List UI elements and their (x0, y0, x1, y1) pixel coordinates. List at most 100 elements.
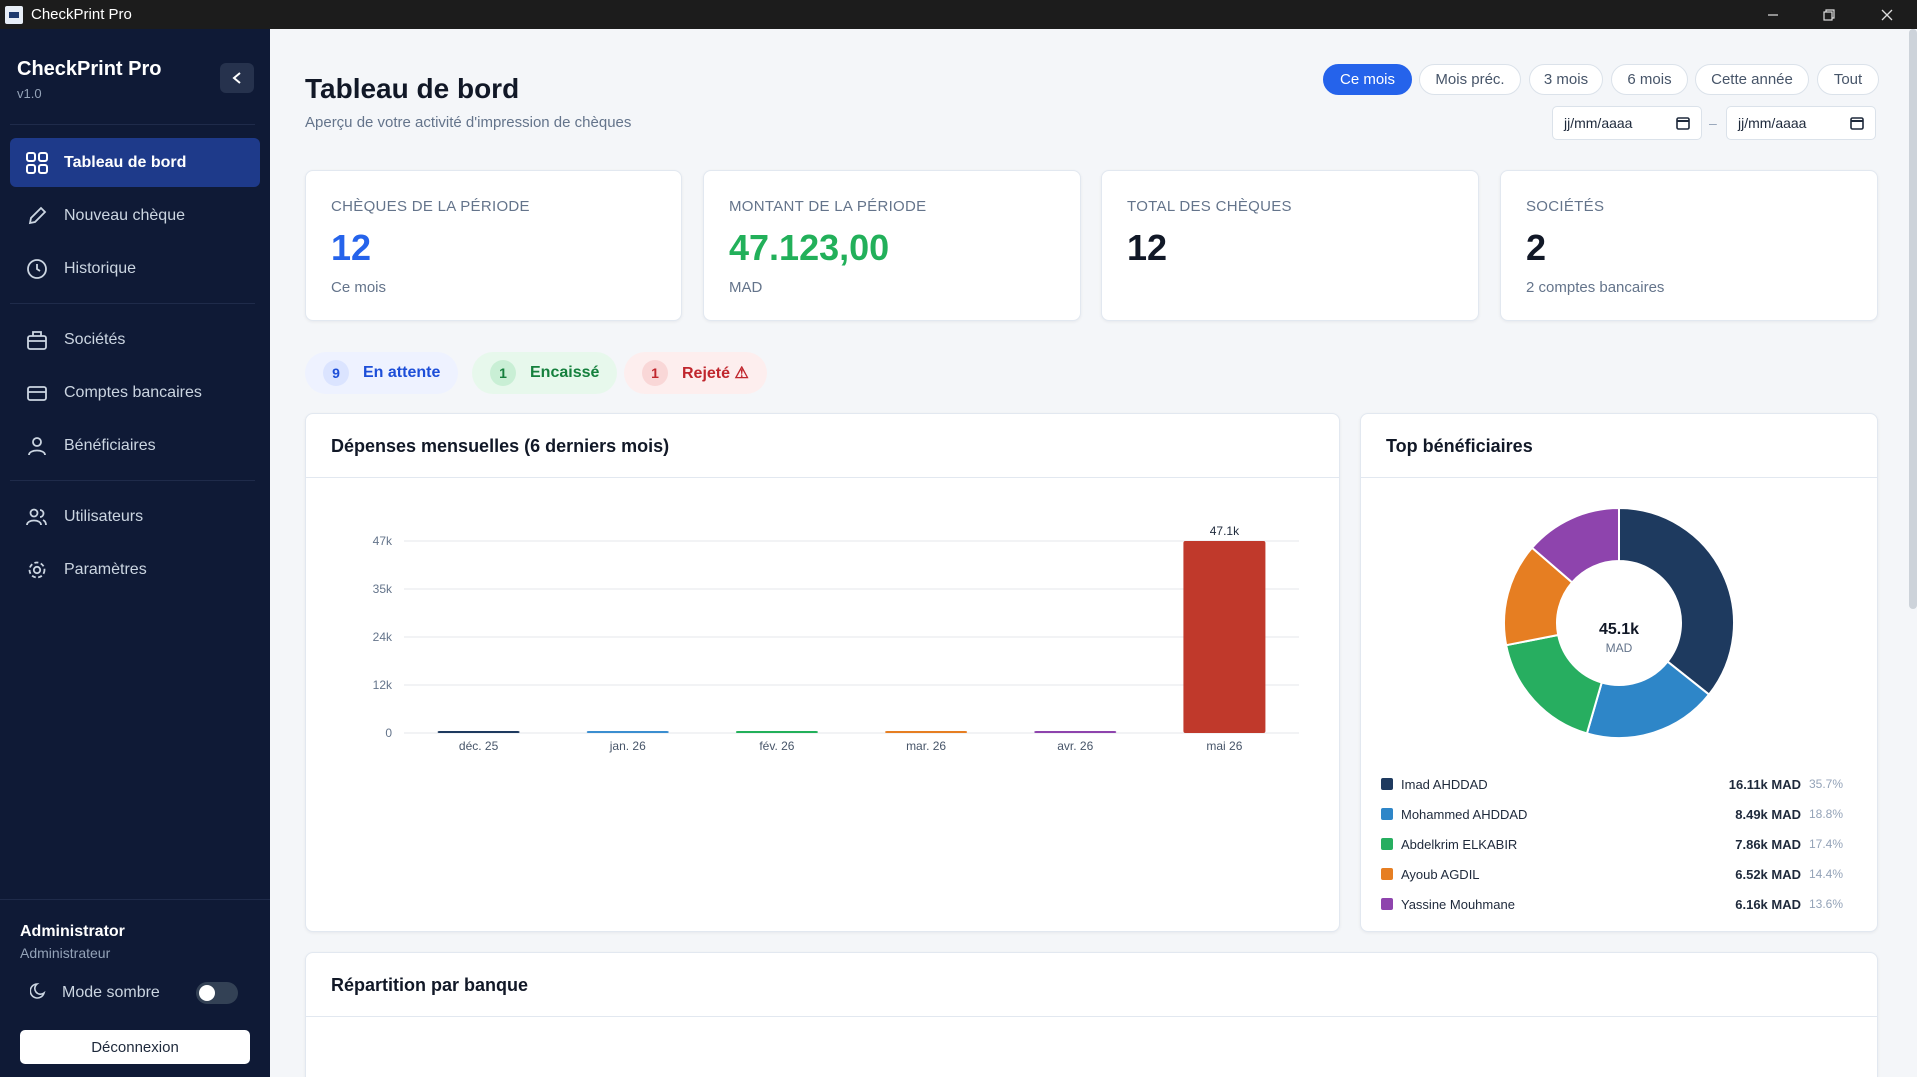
monthly-bar-chart: 0 12k 24k 35k 47k déc. 25 jan. 26 fév. 26 mar. 2… (373, 524, 1299, 753)
bank-split-card: Répartition par banque (305, 952, 1878, 1077)
minimize-button[interactable] (1745, 0, 1801, 29)
legend-name: Mohammed AHDDAD (1401, 806, 1528, 822)
card-header: Répartition par banque (306, 953, 1877, 1017)
date-from-input[interactable]: jj/mm/aaaa (1552, 106, 1702, 140)
legend-percent: 35.7% (1808, 777, 1843, 791)
period-all[interactable]: Tout (1817, 64, 1879, 95)
stat-label: MONTANT DE LA PÉRIODE (729, 198, 927, 215)
bar (885, 731, 968, 733)
sidebar-item-settings[interactable]: Paramètres (10, 545, 260, 594)
legend-amount: 6.52k MAD (1735, 866, 1801, 882)
sidebar-divider (10, 303, 255, 304)
sidebar-item-new-check[interactable]: Nouveau chèque (10, 191, 260, 240)
legend-item: Yassine Mouhmane 6.16k MAD 13.6% (1381, 894, 1861, 914)
sidebar-item-label: Comptes bancaires (64, 383, 202, 401)
main-scrollbar[interactable] (1909, 29, 1917, 609)
period-previous-month[interactable]: Mois préc. (1419, 64, 1521, 95)
legend-amount: 8.49k MAD (1735, 806, 1801, 822)
y-tick-label: 12k (373, 678, 393, 692)
legend-item: Imad AHDDAD 16.11k MAD 35.7% (1381, 774, 1861, 794)
sidebar-divider (0, 899, 270, 900)
y-tick-label: 35k (373, 582, 393, 596)
status-pending[interactable]: 9 En attente (305, 352, 459, 394)
legend-amount: 7.86k MAD (1735, 836, 1801, 852)
legend-swatch (1381, 808, 1393, 820)
date-from-placeholder: jj/mm/aaaa (1564, 115, 1633, 131)
status-rejected[interactable]: 1 Rejeté ⚠ (624, 352, 767, 394)
user-name: Administrator (20, 923, 125, 940)
period-this-month[interactable]: Ce mois (1323, 64, 1412, 95)
card-header: Top bénéficiaires (1361, 414, 1877, 478)
date-to-input[interactable]: jj/mm/aaaa (1726, 106, 1876, 140)
x-tick-label: jan. 26 (609, 739, 646, 753)
dashboard-icon (24, 150, 50, 176)
pencil-icon (24, 203, 50, 229)
monthly-spending-card: Dépenses mensuelles (6 derniers mois) 0 1… (305, 413, 1340, 932)
legend-name: Abdelkrim ELKABIR (1401, 836, 1518, 852)
status-cashed[interactable]: 1 Encaissé (472, 352, 618, 394)
stat-label: CHÈQUES DE LA PÉRIODE (331, 198, 530, 215)
dark-mode-toggle[interactable] (196, 982, 238, 1004)
sidebar-item-users[interactable]: Utilisateurs (10, 492, 260, 541)
restore-button[interactable] (1801, 0, 1857, 29)
app-name: CheckPrint Pro (17, 58, 162, 80)
chevron-left-icon (232, 72, 241, 84)
date-to-placeholder: jj/mm/aaaa (1738, 115, 1807, 131)
x-tick-label: mar. 26 (906, 739, 946, 753)
legend-name: Ayoub AGDIL (1401, 866, 1480, 882)
status-label: Encaissé (530, 364, 600, 381)
card-title: Répartition par banque (331, 975, 529, 995)
logout-button[interactable]: Déconnexion (20, 1030, 250, 1064)
users-icon (24, 504, 50, 530)
legend-percent: 13.6% (1808, 897, 1843, 911)
bar-data-label: 47.1k (1210, 524, 1240, 538)
stat-card-period-amount: MONTANT DE LA PÉRIODE 47.123,00 MAD (703, 170, 1081, 321)
x-tick-label: déc. 25 (459, 739, 499, 753)
legend-swatch (1381, 778, 1393, 790)
donut-slice (1618, 506, 1735, 696)
period-3-months[interactable]: 3 mois (1529, 64, 1603, 95)
sidebar-item-history[interactable]: Historique (10, 244, 260, 293)
status-label: Rejeté ⚠ (682, 365, 749, 382)
status-count: 9 (323, 360, 349, 386)
stat-sub: 2 comptes bancaires (1526, 279, 1665, 296)
sidebar-item-label: Nouveau chèque (64, 206, 185, 224)
stat-label: TOTAL DES CHÈQUES (1127, 198, 1292, 215)
calendar-icon (1676, 116, 1690, 133)
credit-card-icon (24, 380, 50, 406)
card-header: Dépenses mensuelles (6 derniers mois) (306, 414, 1339, 478)
donut-slice (1530, 506, 1620, 584)
sidebar-divider (10, 124, 255, 125)
donut-center-value: 45.1k (1599, 621, 1639, 638)
y-tick-label: 24k (373, 630, 393, 644)
close-button[interactable] (1859, 0, 1915, 29)
card-title: Dépenses mensuelles (6 derniers mois) (331, 436, 670, 456)
legend-percent: 14.4% (1808, 867, 1843, 881)
collapse-sidebar-button[interactable] (220, 63, 254, 93)
stat-card-total-checks: TOTAL DES CHÈQUES 12 (1101, 170, 1479, 321)
beneficiaries-donut-chart: 45.1k MAD (1503, 506, 1735, 738)
sidebar-item-label: Historique (64, 259, 137, 277)
sidebar-item-companies[interactable]: Sociétés (10, 315, 260, 364)
sidebar-item-bank-accounts[interactable]: Comptes bancaires (10, 368, 260, 417)
stat-sub: MAD (729, 279, 763, 296)
legend-item: Abdelkrim ELKABIR 7.86k MAD 17.4% (1381, 834, 1861, 854)
period-this-year[interactable]: Cette année (1695, 64, 1809, 95)
x-tick-label: avr. 26 (1057, 739, 1093, 753)
legend-item: Ayoub AGDIL 6.52k MAD 14.4% (1381, 864, 1861, 884)
app-version: v1.0 (17, 86, 42, 101)
bar (1034, 731, 1117, 733)
period-6-months[interactable]: 6 mois (1611, 64, 1688, 95)
window-title: CheckPrint Pro (31, 6, 132, 23)
close-icon (1881, 9, 1893, 20)
y-tick-label: 0 (385, 726, 392, 740)
sidebar-item-dashboard[interactable]: Tableau de bord (10, 138, 260, 187)
dark-mode-label: Mode sombre (62, 983, 160, 1001)
clock-icon (24, 256, 50, 282)
sidebar-item-beneficiaries[interactable]: Bénéficiaires (10, 421, 260, 470)
legend-swatch (1381, 838, 1393, 850)
toggle-knob (199, 985, 215, 1001)
y-tick-label: 47k (373, 534, 393, 548)
status-count: 1 (642, 360, 668, 386)
status-count: 1 (490, 360, 516, 386)
